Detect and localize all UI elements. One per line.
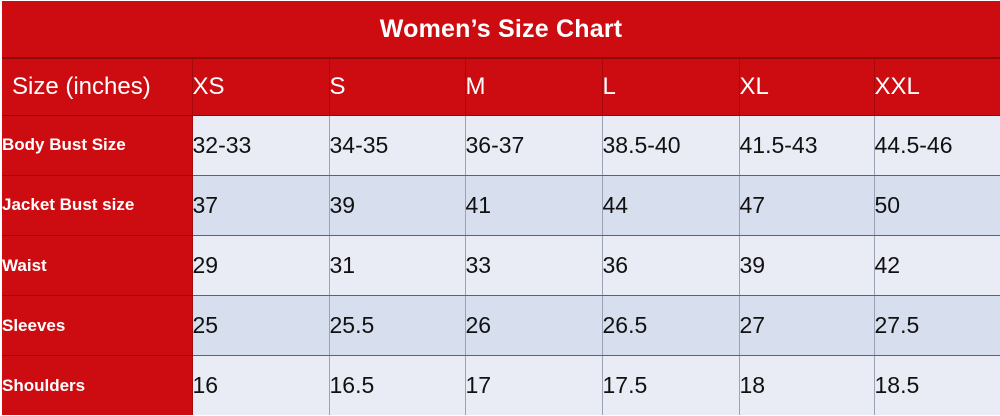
title-row: Women’s Size Chart [2, 1, 1000, 59]
cell-waist-xl: 39 [739, 235, 875, 297]
cell-shoulders-m: 17 [465, 355, 603, 415]
header-size-units: Size (inches) [2, 58, 193, 116]
header-column-xs: XS [192, 58, 330, 116]
cell-sleeves-xs: 25 [192, 295, 330, 357]
row-label-jacket-bust-size: Jacket Bust size [2, 175, 193, 236]
cell-jacket-bust-size-m: 41 [465, 175, 603, 236]
page-title: Women’s Size Chart [2, 1, 1000, 59]
cell-body-bust-size-s: 34-35 [329, 115, 466, 176]
row-label-shoulders: Shoulders [2, 355, 193, 415]
header-column-s: S [329, 58, 466, 116]
cell-waist-xxl: 42 [874, 235, 1000, 297]
header-column-l: L [602, 58, 740, 116]
header-column-xxl: XXL [874, 58, 1000, 116]
cell-jacket-bust-size-s: 39 [329, 175, 466, 236]
cell-body-bust-size-l: 38.5-40 [602, 115, 740, 176]
cell-waist-s: 31 [329, 235, 466, 297]
table-row: Shoulders 16 16.5 17 17.5 18 18.5 [2, 355, 1000, 415]
cell-sleeves-l: 26.5 [602, 295, 740, 357]
cell-sleeves-m: 26 [465, 295, 603, 357]
cell-waist-xs: 29 [192, 235, 330, 297]
cell-shoulders-l: 17.5 [602, 355, 740, 415]
cell-sleeves-xl: 27 [739, 295, 875, 357]
cell-body-bust-size-xl: 41.5-43 [739, 115, 875, 176]
cell-body-bust-size-xs: 32-33 [192, 115, 330, 176]
cell-shoulders-xxl: 18.5 [874, 355, 1000, 415]
row-label-body-bust-size: Body Bust Size [2, 115, 193, 176]
header-column-m: M [465, 58, 603, 116]
cell-shoulders-xs: 16 [192, 355, 330, 415]
cell-body-bust-size-xxl: 44.5-46 [874, 115, 1000, 176]
cell-waist-m: 33 [465, 235, 603, 297]
table-row: Body Bust Size 32-33 34-35 36-37 38.5-40… [2, 115, 1000, 176]
cell-body-bust-size-m: 36-37 [465, 115, 603, 176]
cell-jacket-bust-size-l: 44 [602, 175, 740, 236]
column-header-row: Size (inches) XS S M L XL XXL [2, 58, 1000, 116]
cell-shoulders-s: 16.5 [329, 355, 466, 415]
row-label-waist: Waist [2, 235, 193, 297]
cell-jacket-bust-size-xs: 37 [192, 175, 330, 236]
cell-waist-l: 36 [602, 235, 740, 297]
table-row: Jacket Bust size 37 39 41 44 47 50 [2, 175, 1000, 236]
cell-sleeves-s: 25.5 [329, 295, 466, 357]
cell-jacket-bust-size-xl: 47 [739, 175, 875, 236]
table-row: Sleeves 25 25.5 26 26.5 27 27.5 [2, 295, 1000, 357]
cell-sleeves-xxl: 27.5 [874, 295, 1000, 357]
table-row: Waist 29 31 33 36 39 42 [2, 235, 1000, 297]
header-column-xl: XL [739, 58, 875, 116]
row-label-sleeves: Sleeves [2, 295, 193, 357]
cell-jacket-bust-size-xxl: 50 [874, 175, 1000, 236]
cell-shoulders-xl: 18 [739, 355, 875, 415]
